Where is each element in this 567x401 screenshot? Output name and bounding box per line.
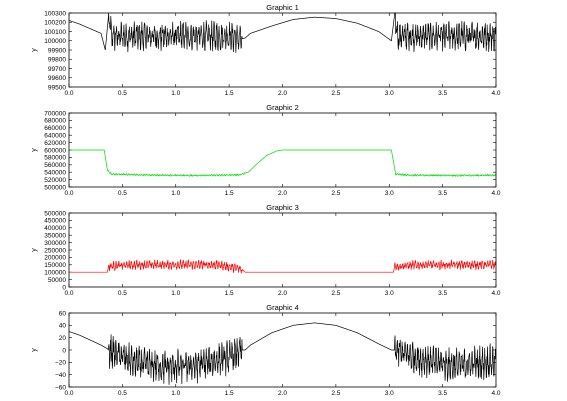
y-tick-label: 600000 xyxy=(44,147,66,154)
y-tick-label: 500000 xyxy=(44,184,66,191)
x-tick-label: 0.5 xyxy=(118,90,127,97)
x-tick-label: 0.0 xyxy=(64,290,73,297)
x-tick-label: 3.5 xyxy=(438,190,447,197)
x-tick-label: 0.5 xyxy=(118,390,127,397)
x-tick-label: 2.5 xyxy=(331,390,340,397)
y-tick-label: 520000 xyxy=(44,177,66,184)
y-tick-label: 150000 xyxy=(44,262,66,269)
x-tick-label: 4.0 xyxy=(491,390,500,397)
y-tick-label: 250000 xyxy=(44,247,66,254)
x-tick-label: 1.0 xyxy=(171,190,180,197)
x-tick-label: 1.0 xyxy=(171,90,180,97)
y-tick-label: 700000 xyxy=(44,110,66,117)
x-tick-label: 3.0 xyxy=(385,290,394,297)
x-tick-label: 4.0 xyxy=(491,90,500,97)
series-line-1 xyxy=(68,322,497,385)
y-tick-label: 0 xyxy=(62,347,66,354)
x-tick-label: 1.5 xyxy=(225,190,234,197)
y-tick-label: 620000 xyxy=(44,140,66,147)
y-tick-label: 400000 xyxy=(44,225,66,232)
chart-title: Graphic 2 xyxy=(266,103,299,112)
series-line-1 xyxy=(69,258,497,274)
plot-frame xyxy=(68,12,497,88)
x-tick-label: 4.0 xyxy=(491,290,500,297)
x-tick-label: 3.5 xyxy=(438,390,447,397)
y-tick-label: 100300 xyxy=(44,10,66,17)
chart-panel-1: Graphic 1 y 0.0 0.5 1.0 1.5 2.0 2.5 3.0 3.5 4.0 100… xyxy=(31,3,501,97)
x-tick-label: 2.0 xyxy=(278,90,287,97)
x-tick-label: 1.5 xyxy=(225,390,234,397)
x-tick-label: 4.0 xyxy=(491,190,500,197)
y-tick-label: 450000 xyxy=(44,218,66,225)
y-tick-label: 640000 xyxy=(44,133,66,140)
y-axis-label: y xyxy=(31,48,38,52)
x-tick-label: 2.5 xyxy=(331,290,340,297)
y-axis-label: y xyxy=(31,348,38,352)
y-tick-label: 540000 xyxy=(44,170,66,177)
x-tick-label: 0.5 xyxy=(118,290,127,297)
x-tick-label: 3.0 xyxy=(385,390,394,397)
y-tick-label: 580000 xyxy=(44,155,66,162)
y-tick-label: 350000 xyxy=(44,233,66,240)
y-tick-label: 500000 xyxy=(44,210,66,217)
x-tick-label: 1.0 xyxy=(171,390,180,397)
x-tick-label: 1.5 xyxy=(225,290,234,297)
y-tick-label: 99600 xyxy=(48,75,66,82)
y-tick-label: 200000 xyxy=(44,255,66,262)
x-tick-label: 0.0 xyxy=(64,190,73,197)
y-tick-label: 100200 xyxy=(44,20,66,27)
x-tick-label: 3.0 xyxy=(385,190,394,197)
y-tick-label: 660000 xyxy=(44,125,66,132)
y-tick-label: −20 xyxy=(55,360,66,367)
plot-frame xyxy=(68,312,497,388)
y-tick-label: 560000 xyxy=(44,162,66,169)
x-tick-label: 0.0 xyxy=(64,90,73,97)
y-tick-label: 20 xyxy=(59,335,67,342)
chart-title: Graphic 3 xyxy=(266,203,299,212)
y-axis-label: y xyxy=(31,248,38,252)
x-tick-label: 0.5 xyxy=(118,190,127,197)
x-tick-label: 2.5 xyxy=(331,90,340,97)
x-tick-label: 3.5 xyxy=(438,90,447,97)
y-tick-label: 99700 xyxy=(48,66,66,73)
chart-panel-3: Graphic 3 y 0.0 0.5 1.0 1.5 2.0 2.5 3.0 3.5 4.0 500… xyxy=(31,203,501,297)
y-tick-label: 50000 xyxy=(48,277,66,284)
y-axis-label: y xyxy=(31,148,38,152)
x-tick-label: 2.0 xyxy=(278,190,287,197)
chart-panel-2: Graphic 2 y 0.0 0.5 1.0 1.5 2.0 2.5 3.0 3.5 4.0 700… xyxy=(31,103,501,197)
y-tick-label: 99500 xyxy=(48,84,66,91)
series-line-1 xyxy=(69,149,497,178)
y-tick-label: 99800 xyxy=(48,57,66,64)
plot-frame xyxy=(68,212,497,288)
chart-panel-4: Graphic 4 y 0.0 0.5 1.0 1.5 2.0 2.5 3.0 3.5 4.0 60 4… xyxy=(31,303,501,397)
x-tick-label: 0.0 xyxy=(64,390,73,397)
x-tick-label: 2.0 xyxy=(278,290,287,297)
x-tick-label: 2.5 xyxy=(331,190,340,197)
y-tick-label: 40 xyxy=(59,323,67,330)
y-tick-label: 680000 xyxy=(44,118,66,125)
y-tick-label: 0 xyxy=(62,284,66,291)
x-tick-label: 3.5 xyxy=(438,290,447,297)
y-tick-label: 99900 xyxy=(48,47,66,54)
x-tick-label: 1.0 xyxy=(171,290,180,297)
y-tick-label: 60 xyxy=(59,310,67,317)
y-tick-label: 100100 xyxy=(44,29,66,36)
y-tick-label: −40 xyxy=(55,372,66,379)
chart-title: Graphic 4 xyxy=(266,303,299,312)
x-tick-label: 2.0 xyxy=(278,390,287,397)
y-tick-label: 100000 xyxy=(44,38,66,45)
x-tick-label: 1.5 xyxy=(225,90,234,97)
chart-title: Graphic 1 xyxy=(266,3,299,12)
y-tick-label: −60 xyxy=(55,384,66,391)
y-tick-label: 100000 xyxy=(44,270,66,277)
y-tick-label: 300000 xyxy=(44,240,66,247)
series-line-1 xyxy=(68,12,497,53)
plot-frame xyxy=(68,112,497,188)
x-tick-label: 3.0 xyxy=(385,90,394,97)
